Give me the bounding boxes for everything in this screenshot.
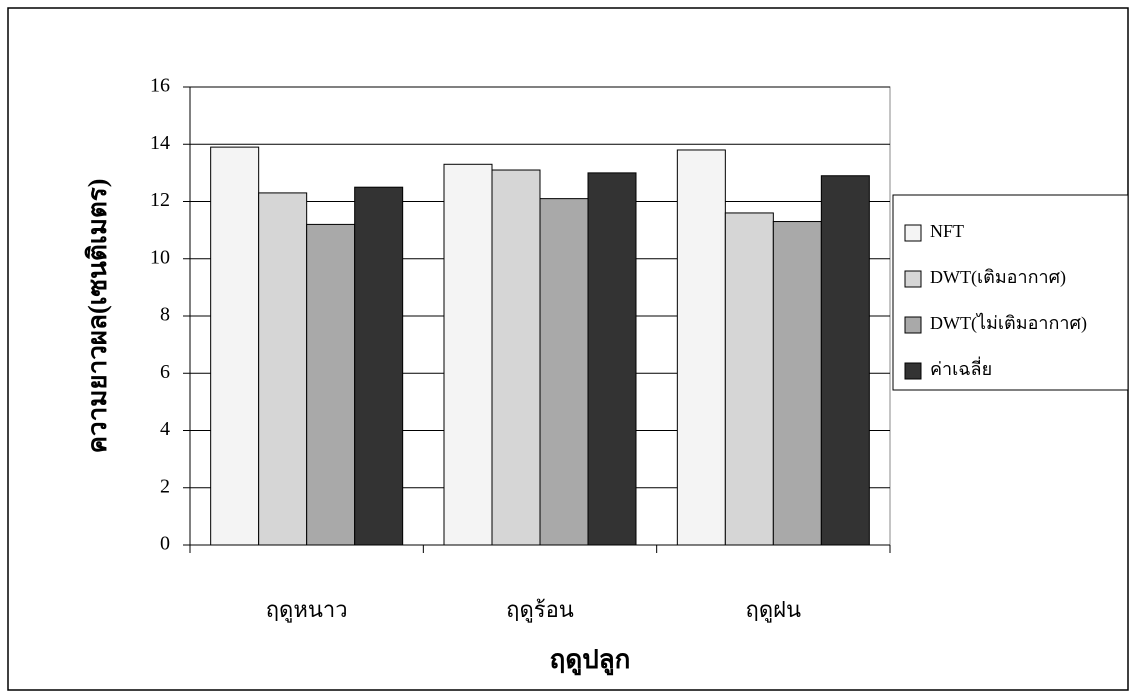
bar	[306, 223, 356, 546]
legend-label: DWT(ไม่เติมอากาศ)	[930, 312, 1087, 334]
x-axis-title: ฤดูปลูก	[550, 645, 631, 676]
y-tick-label: 4	[160, 418, 170, 440]
legend-box	[892, 194, 1129, 391]
bar	[443, 163, 493, 546]
bar	[210, 146, 260, 546]
legend-label: DWT(เติมอากาศ)	[930, 267, 1066, 288]
bar	[258, 192, 308, 546]
legend-swatch	[904, 316, 922, 334]
legend-swatch	[904, 224, 922, 242]
legend-swatch	[904, 270, 922, 288]
y-tick-label: 10	[150, 246, 170, 268]
legend-swatch	[904, 362, 922, 380]
legend-label: ค่าเฉลี่ย	[930, 356, 992, 379]
y-tick-label: 12	[150, 189, 170, 211]
bar	[676, 149, 726, 546]
y-tick-label: 6	[160, 361, 170, 383]
legend-label: NFT	[930, 221, 964, 241]
y-tick-label: 8	[160, 304, 170, 326]
x-tick-label: ฤดูร้อน	[506, 597, 574, 623]
x-tick-label: ฤดูหนาว	[266, 597, 348, 623]
y-axis-title: ความยาวผล(เซนติเมตร)	[83, 179, 112, 454]
x-tick-label: ฤดูฝน	[746, 597, 802, 623]
y-tick-label: 14	[150, 132, 170, 154]
y-tick-label: 2	[160, 475, 170, 497]
y-tick-label: 16	[150, 75, 170, 97]
bar	[491, 169, 541, 546]
bar	[354, 186, 404, 546]
bar	[772, 221, 822, 546]
bar	[724, 212, 774, 546]
bar	[820, 175, 870, 546]
y-tick-label: 0	[160, 533, 170, 555]
bar	[587, 172, 637, 546]
bar	[539, 198, 589, 546]
